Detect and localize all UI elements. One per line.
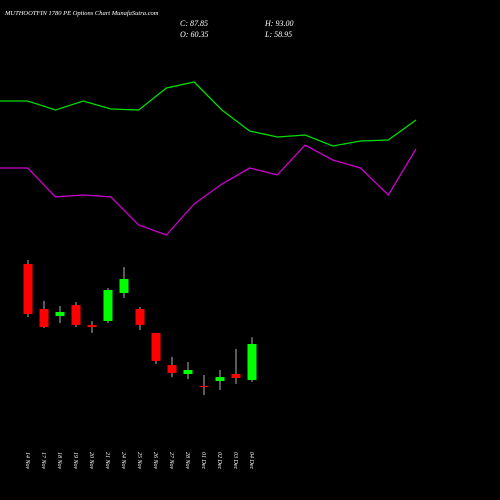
x-tick-label: 19 Nov xyxy=(72,452,78,470)
candle-body xyxy=(23,263,33,314)
candle-body xyxy=(103,290,113,322)
x-tick-label: 21 Nov xyxy=(104,452,110,470)
summary-low: L: 58.95 xyxy=(264,30,292,39)
candle-body xyxy=(71,305,81,325)
candle-body xyxy=(183,369,193,375)
candle-body xyxy=(215,377,225,381)
x-tick-label: 01 Dec xyxy=(200,452,206,469)
candle-body xyxy=(119,279,129,294)
candle-body xyxy=(39,308,49,328)
x-tick-label: 27 Nov xyxy=(168,452,174,470)
x-tick-label: 18 Nov xyxy=(56,452,62,470)
candle-body xyxy=(199,385,209,388)
x-tick-label: 20 Nov xyxy=(88,452,94,470)
candle-body xyxy=(135,308,145,325)
x-tick-label: 25 Nov xyxy=(136,452,142,470)
x-tick-label: 28 Nov xyxy=(184,452,190,470)
x-tick-label: 17 Nov xyxy=(40,452,46,470)
x-tick-label: 14 Nov xyxy=(24,452,31,470)
summary-close: C: 87.85 xyxy=(180,19,208,28)
chart-title: MUTHOOTFIN 1780 PE Options Chart MunafaS… xyxy=(4,10,159,17)
candle-body xyxy=(151,332,161,361)
candle-body xyxy=(87,324,97,328)
indicator-line xyxy=(0,144,417,236)
summary-open: O: 60.35 xyxy=(180,30,208,39)
x-tick-label: 03 Dec xyxy=(232,452,238,469)
candle-body xyxy=(167,365,177,374)
summary-high: H: 93.00 xyxy=(264,19,293,28)
candle-body xyxy=(231,374,241,378)
x-tick-label: 02 Dec xyxy=(216,452,222,469)
indicator-line xyxy=(0,81,417,147)
candle-body xyxy=(55,312,65,317)
candle-body xyxy=(247,344,257,381)
x-tick-label: 26 Nov xyxy=(152,452,158,470)
x-tick-label: 24 Nov xyxy=(120,452,127,470)
x-tick-label: 04 Dec xyxy=(248,452,255,469)
